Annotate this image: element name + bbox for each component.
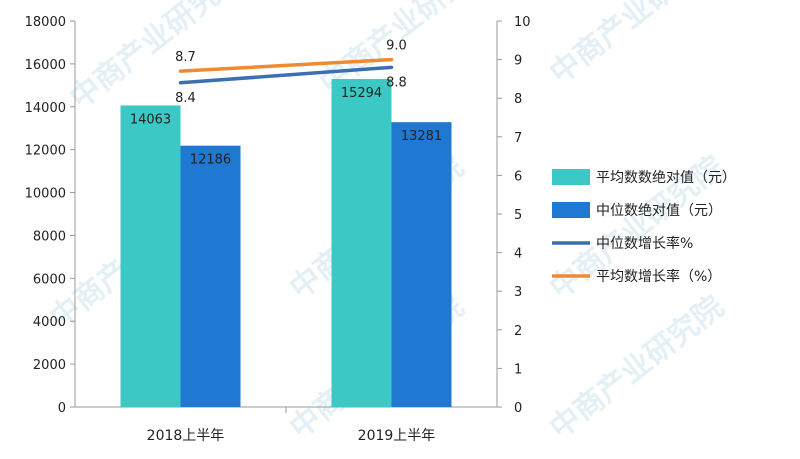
y-left-tick-label: 4000 — [33, 315, 66, 330]
y-left-tick-label: 14000 — [25, 101, 66, 116]
bar — [391, 122, 452, 407]
watermark-text: 中商产业研究院 — [63, 0, 250, 116]
y-left-tick-label: 8000 — [33, 229, 66, 244]
line-data-label: 8.8 — [386, 75, 407, 90]
line-data-label: 8.7 — [175, 50, 196, 65]
y-left-tick-label: 0 — [58, 401, 66, 416]
y-right-tick-label: 5 — [514, 208, 522, 223]
legend-label: 中位数绝对值（元） — [596, 203, 722, 219]
y-left-tick-label: 16000 — [25, 58, 66, 73]
legend-label: 平均数增长率（%） — [596, 268, 721, 285]
legend-swatch — [552, 169, 590, 185]
y-right-tick-label: 1 — [514, 362, 522, 377]
y-right-tick-label: 0 — [514, 401, 522, 416]
y-right-tick-label: 6 — [514, 169, 522, 184]
line-data-label: 9.0 — [386, 39, 407, 54]
y-right-tick-label: 9 — [514, 54, 522, 69]
y-right-tick-label: 7 — [514, 131, 522, 146]
y-right-tick-label: 3 — [514, 285, 522, 300]
y-left-tick-label: 2000 — [33, 358, 66, 373]
series-line — [178, 57, 394, 73]
watermark-text: 中商产业研究院 — [543, 0, 730, 91]
y-right-tick-label: 4 — [514, 247, 522, 262]
y-left-tick-label: 6000 — [33, 272, 66, 287]
y-left-tick-label: 18000 — [25, 15, 66, 30]
x-tick-label: 2019上半年 — [358, 428, 436, 444]
legend-swatch — [552, 202, 590, 218]
legend-label: 中位数增长率% — [596, 235, 693, 252]
line-data-label: 8.4 — [175, 91, 196, 106]
bar — [331, 79, 392, 408]
y-left-tick-label: 10000 — [25, 187, 66, 202]
bar — [120, 105, 181, 407]
watermark-text: 中商产业研究院 — [543, 289, 730, 446]
y-right-tick-label: 10 — [514, 15, 531, 30]
y-left-tick-label: 12000 — [25, 144, 66, 159]
bar — [180, 145, 241, 408]
bar-data-label: 13281 — [401, 129, 442, 144]
bar-data-label: 12186 — [190, 153, 231, 168]
x-tick-label: 2018上半年 — [147, 428, 225, 444]
series-line — [178, 65, 394, 85]
bar-data-label: 15294 — [341, 86, 382, 101]
legend-label: 平均数数绝对值（元） — [596, 170, 736, 186]
y-right-tick-label: 2 — [514, 324, 522, 339]
bar-data-label: 14063 — [130, 112, 171, 127]
y-right-tick-label: 8 — [514, 92, 522, 107]
